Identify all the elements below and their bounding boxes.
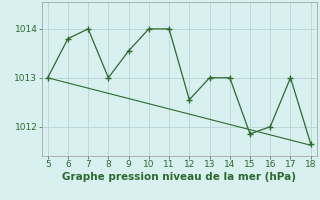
X-axis label: Graphe pression niveau de la mer (hPa): Graphe pression niveau de la mer (hPa) <box>62 172 296 182</box>
